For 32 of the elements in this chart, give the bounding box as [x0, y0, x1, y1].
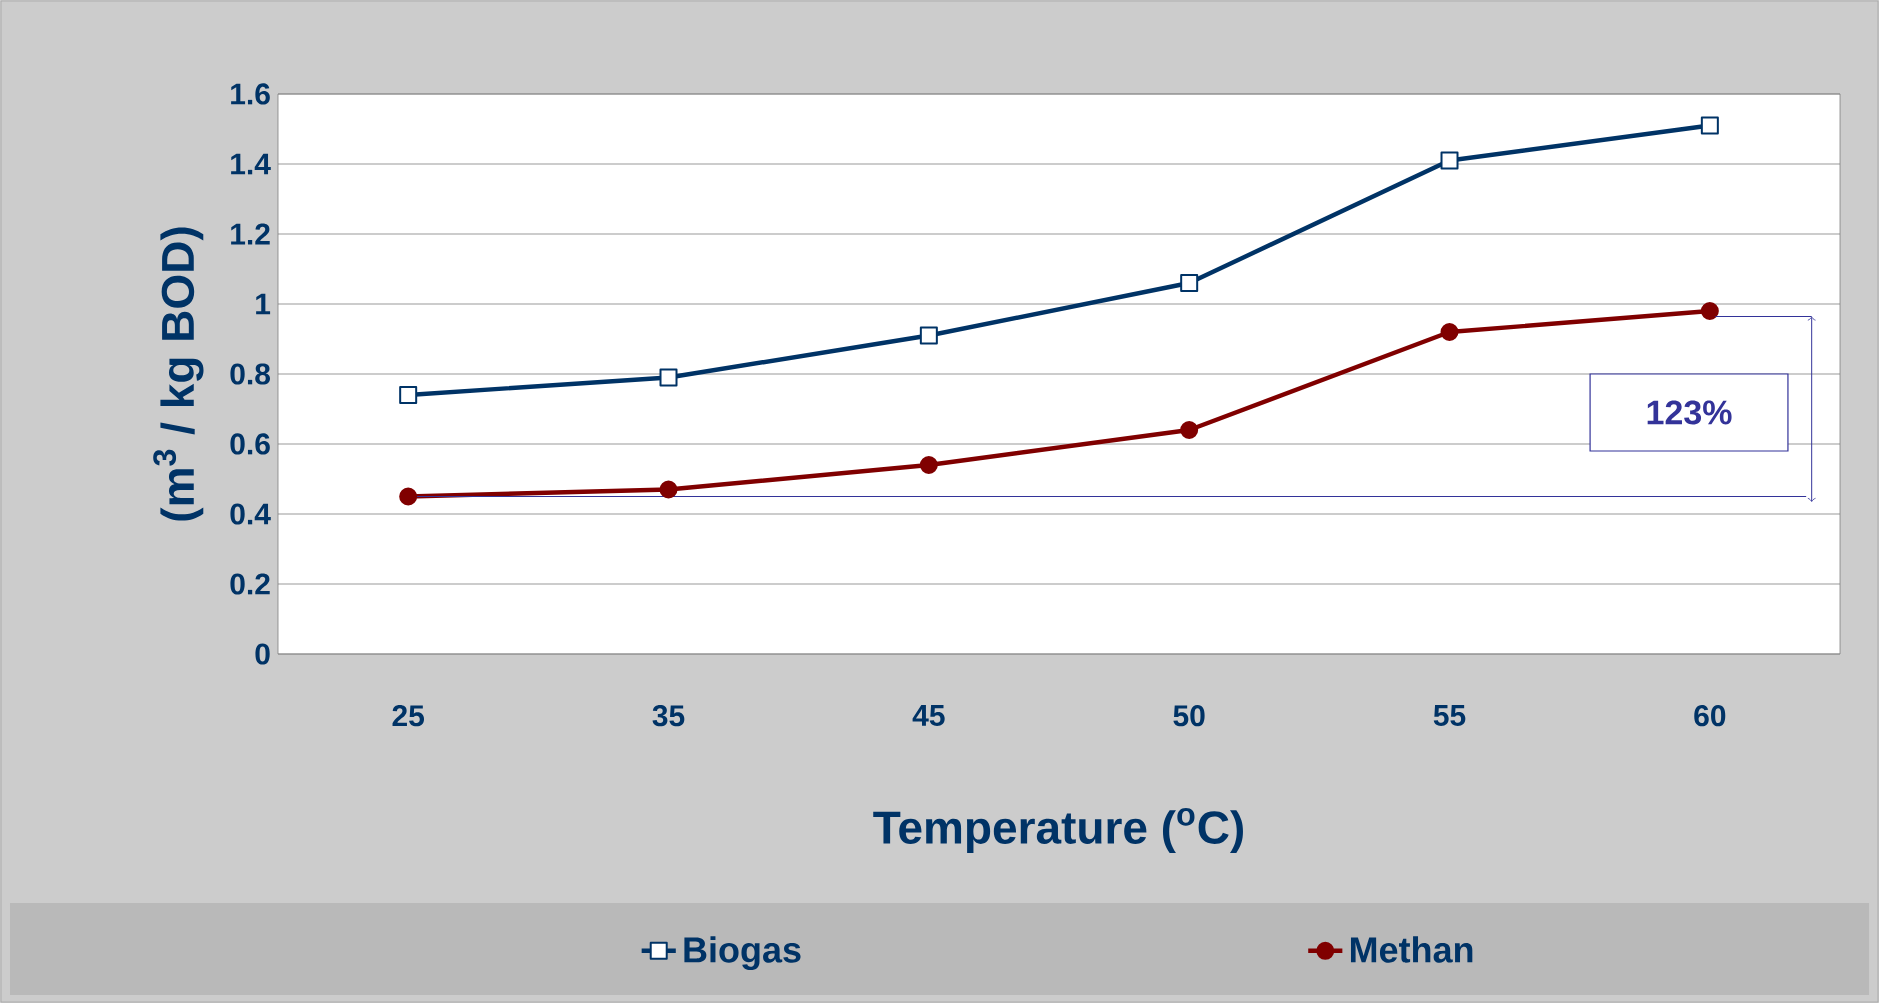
point: [1180, 421, 1199, 439]
point: [399, 487, 418, 506]
x-tick-label: 50: [1173, 705, 1205, 727]
point: [919, 326, 938, 345]
y-tick-label: 1: [256, 293, 271, 315]
y-tick-label: 1.6: [231, 83, 270, 105]
y-tick-label: 0: [255, 643, 270, 665]
y-tick-label: 0.4: [230, 503, 271, 525]
x-tick-label: 45: [912, 705, 945, 726]
x-tick-label: 55: [1433, 705, 1466, 726]
legend-label: Methan: [1350, 936, 1473, 963]
x-tick-label: 35: [652, 705, 685, 727]
y-tick-label: 0.8: [230, 363, 270, 385]
point: [1700, 116, 1719, 135]
point: [919, 456, 938, 474]
y-tick-label: 0.6: [230, 433, 270, 455]
y-axis-title: (m$^{3}$ / kg BOD): [153, 227, 204, 521]
point: [1440, 323, 1459, 341]
point: [1180, 274, 1199, 292]
point: [659, 368, 678, 387]
legend-label: Biogas: [684, 936, 801, 970]
x-tick-label: 60: [1694, 705, 1726, 727]
x-tick-label: 25: [392, 705, 425, 727]
point: [1700, 302, 1719, 320]
annotation: 123%: [1647, 400, 1732, 425]
x-axis-title: Temperature ($^{o}$C): [873, 808, 1243, 853]
y-tick-label: 0.2: [230, 573, 270, 595]
point: [399, 386, 418, 404]
point: [1440, 151, 1459, 170]
y-tick-label: 1.4: [231, 153, 271, 175]
point: [659, 480, 678, 499]
y-tick-label: 1.2: [231, 223, 270, 245]
